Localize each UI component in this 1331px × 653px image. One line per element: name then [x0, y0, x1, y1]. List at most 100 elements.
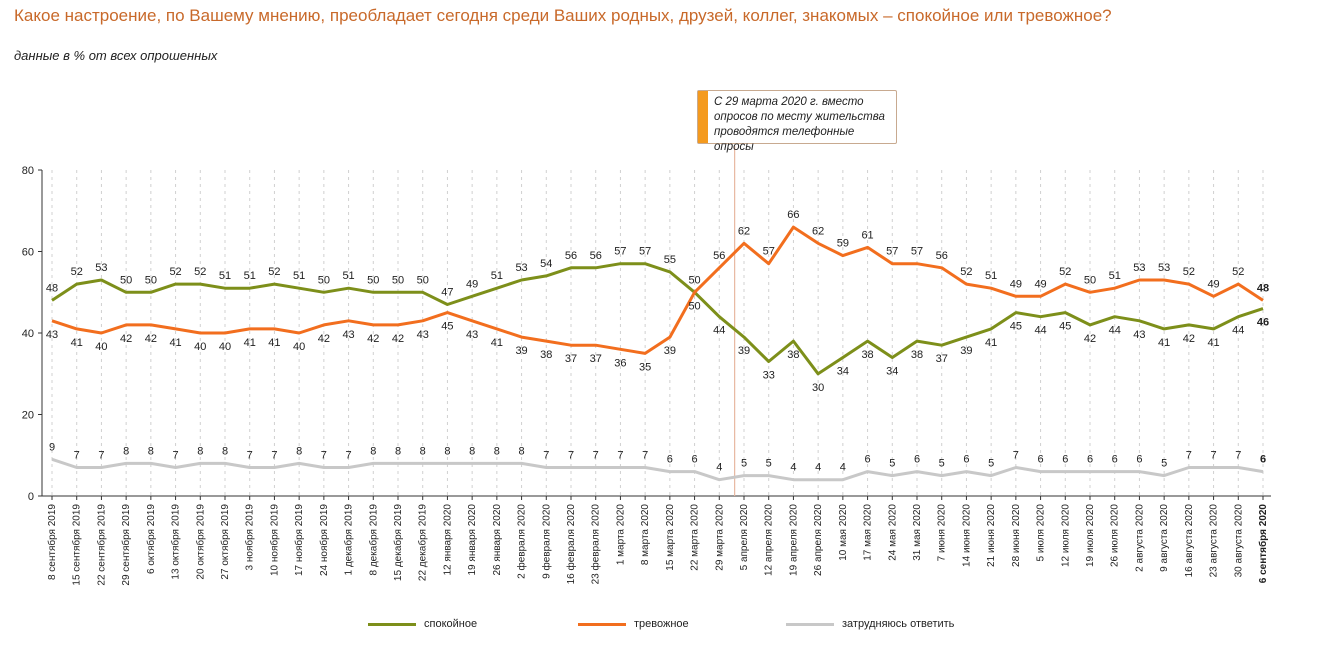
- x-tick-label: 26 января 2020: [492, 504, 503, 576]
- data-label-calm: 45: [1010, 321, 1022, 333]
- data-label-anxious: 56: [713, 250, 725, 262]
- x-tick-label: 8 декабря 2019: [367, 504, 379, 576]
- data-label-anxious: 62: [812, 225, 824, 237]
- x-tick-label: 1 декабря 2019: [343, 504, 355, 576]
- data-label-calm: 38: [861, 349, 873, 361]
- data-label-calm: 39: [738, 345, 750, 357]
- x-tick-label: 20 октября 2019: [194, 504, 206, 580]
- data-label-anxious: 52: [1232, 266, 1244, 278]
- data-label-anxious: 53: [1158, 262, 1170, 274]
- x-tick-label: 17 ноября 2019: [293, 504, 305, 576]
- data-label-calm: 56: [565, 250, 577, 262]
- data-label-anxious: 42: [367, 333, 379, 345]
- data-label-unsure: 4: [815, 462, 821, 474]
- data-label-calm: 52: [169, 266, 181, 278]
- x-tick-label: 21 июня 2020: [986, 504, 997, 567]
- x-tick-label: 26 апреля 2020: [813, 504, 824, 576]
- data-label-anxious: 43: [342, 329, 354, 341]
- data-label-unsure: 7: [271, 449, 277, 461]
- x-tick-label: 29 марта 2020: [714, 504, 725, 571]
- data-label-unsure: 7: [1211, 449, 1217, 461]
- data-label-anxious: 52: [1059, 266, 1071, 278]
- x-tick-label: 15 сентября 2019: [71, 504, 83, 586]
- data-label-anxious: 43: [417, 329, 429, 341]
- data-label-anxious: 42: [392, 333, 404, 345]
- data-label-calm: 50: [145, 274, 157, 286]
- data-label-anxious: 48: [1257, 282, 1269, 294]
- data-label-unsure: 4: [716, 462, 722, 474]
- data-label-anxious: 49: [1034, 278, 1046, 290]
- data-label-unsure: 6: [1038, 454, 1044, 466]
- data-label-unsure: 9: [49, 441, 55, 453]
- data-label-unsure: 5: [741, 458, 747, 470]
- x-tick-label: 24 ноября 2019: [318, 504, 330, 576]
- data-label-calm: 53: [95, 262, 107, 274]
- legend-item-unsure: затрудняюсь ответить: [786, 618, 954, 630]
- data-label-unsure: 6: [1112, 454, 1118, 466]
- data-label-unsure: 8: [222, 445, 228, 457]
- data-label-calm: 39: [960, 345, 972, 357]
- x-tick-label: 12 июля 2020: [1060, 504, 1071, 567]
- data-label-calm: 38: [787, 349, 799, 361]
- annotation-text: С 29 марта 2020 г. вместо опросов по мес…: [714, 96, 885, 153]
- y-tick-label: 20: [22, 410, 34, 422]
- x-tick-label: 22 марта 2020: [690, 504, 701, 571]
- data-label-unsure: 4: [790, 462, 796, 474]
- data-label-anxious: 41: [268, 337, 280, 349]
- data-label-anxious: 50: [1084, 274, 1096, 286]
- data-label-unsure: 4: [840, 462, 846, 474]
- data-label-calm: 33: [763, 370, 775, 382]
- x-tick-label: 15 марта 2020: [665, 504, 676, 571]
- series-line-calm: [51, 262, 1264, 376]
- data-label-anxious: 42: [145, 333, 157, 345]
- chart-title: Какое настроение, по Вашему мнению, прео…: [14, 6, 1112, 25]
- data-label-anxious: 40: [293, 341, 305, 353]
- data-label-anxious: 41: [244, 337, 256, 349]
- data-label-calm: 51: [342, 270, 354, 282]
- data-label-unsure: 8: [296, 445, 302, 457]
- data-label-unsure: 8: [469, 445, 475, 457]
- x-tick-label: 23 августа 2020: [1209, 504, 1220, 578]
- data-label-calm: 37: [936, 353, 948, 365]
- data-label-calm: 50: [367, 274, 379, 286]
- series-line-unsure: [51, 457, 1264, 482]
- data-label-calm: 56: [590, 250, 602, 262]
- data-label-anxious: 37: [565, 353, 577, 365]
- data-label-calm: 55: [664, 254, 676, 266]
- legend-item-anxious: тревожное: [578, 618, 689, 630]
- data-label-unsure: 7: [1186, 449, 1192, 461]
- data-label-unsure: 5: [1161, 458, 1167, 470]
- data-label-anxious: 39: [664, 345, 676, 357]
- x-tick-label: 24 мая 2020: [887, 504, 898, 561]
- data-label-calm: 44: [713, 325, 725, 337]
- data-label-anxious: 41: [71, 337, 83, 349]
- data-label-unsure: 7: [543, 449, 549, 461]
- data-label-anxious: 43: [466, 329, 478, 341]
- data-label-unsure: 7: [247, 449, 253, 461]
- data-label-calm: 45: [1059, 321, 1071, 333]
- x-tick-label: 2 февраля 2020: [516, 504, 528, 579]
- data-label-calm: 41: [985, 337, 997, 349]
- data-label-anxious: 36: [614, 357, 626, 369]
- data-label-calm: 44: [1034, 325, 1046, 337]
- data-label-calm: 47: [441, 286, 453, 298]
- data-label-anxious: 57: [911, 246, 923, 258]
- y-tick-label: 60: [22, 247, 34, 259]
- data-label-anxious: 35: [639, 361, 651, 373]
- data-label-calm: 41: [1158, 337, 1170, 349]
- x-tick-label: 29 сентября 2019: [120, 504, 132, 586]
- data-label-anxious: 42: [120, 333, 132, 345]
- x-tick-label: 22 сентября 2019: [95, 504, 107, 586]
- x-tick-label: 2 августа 2020: [1134, 504, 1145, 572]
- data-label-unsure: 8: [395, 445, 401, 457]
- data-label-unsure: 7: [1235, 449, 1241, 461]
- x-tick-label: 1 марта 2020: [615, 504, 626, 566]
- data-label-calm: 49: [466, 278, 478, 290]
- data-label-unsure: 8: [123, 445, 129, 457]
- data-label-calm: 53: [515, 262, 527, 274]
- x-tick-label: 9 февраля 2020: [540, 504, 552, 579]
- data-label-unsure: 6: [1136, 454, 1142, 466]
- x-tick-label: 27 октября 2019: [219, 504, 231, 580]
- legend-label-unsure: затрудняюсь ответить: [842, 618, 955, 630]
- data-label-unsure: 8: [420, 445, 426, 457]
